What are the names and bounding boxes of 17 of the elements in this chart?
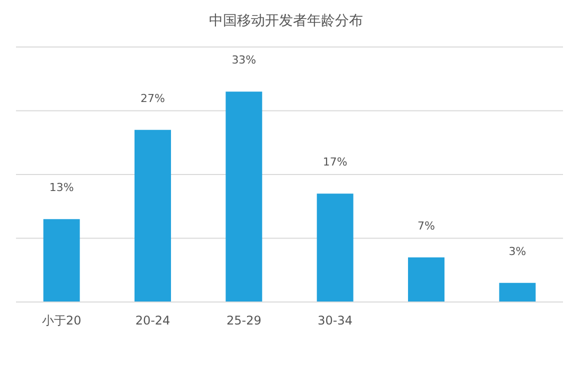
bar [499,282,536,302]
data-label: 13% [49,181,74,194]
x-tick-label: 20-24 [135,314,170,328]
bar [316,194,354,302]
x-tick-label: 25-29 [226,314,262,328]
x-tick-label: 小于20 [42,314,82,328]
data-label: 33% [232,54,256,67]
bar [43,219,80,302]
bar [408,257,444,302]
bar [226,92,262,302]
x-tick-label: 30-34 [318,314,353,328]
data-label: 27% [140,92,165,105]
chart-title: 中国移动开发者年龄分布 [209,13,363,29]
bar [134,130,171,302]
data-label: 17% [322,156,348,169]
data-label: 3% [508,244,526,258]
data-label: 7% [418,219,435,232]
